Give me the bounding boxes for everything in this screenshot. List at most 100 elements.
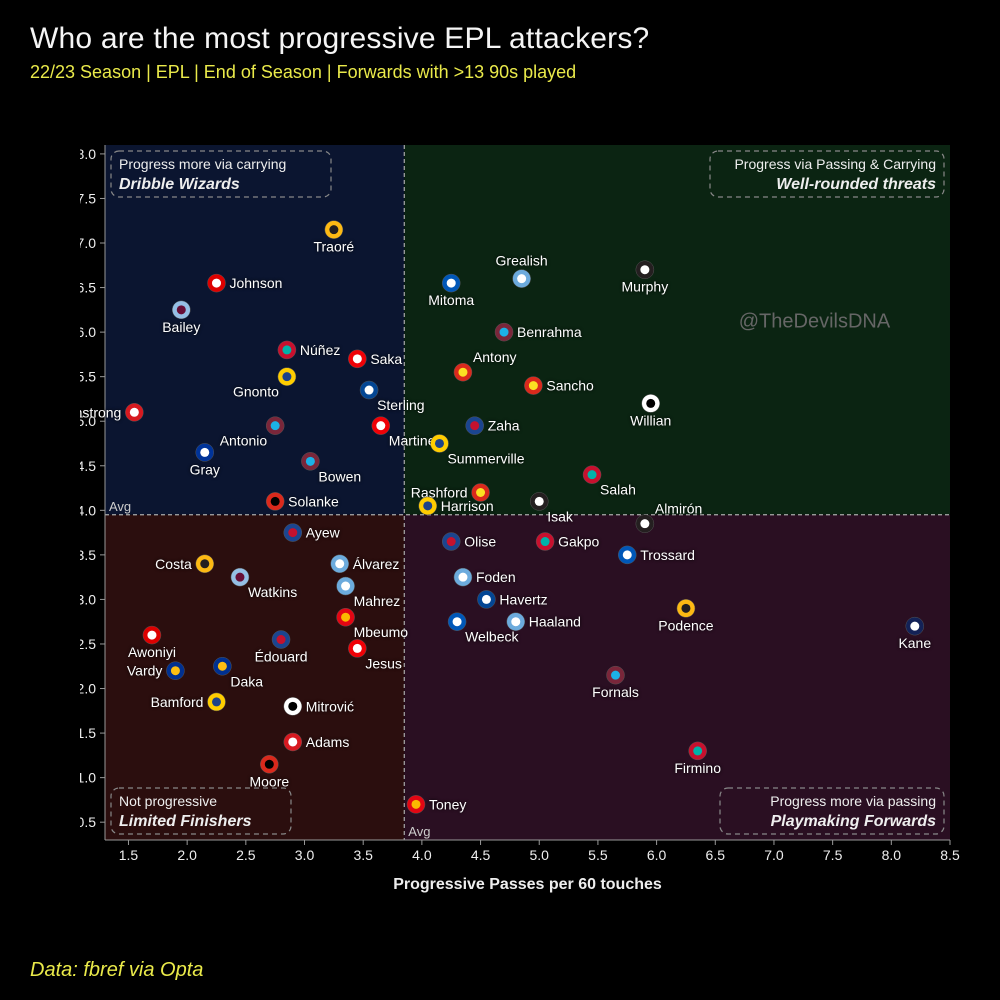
- svg-text:8.0: 8.0: [882, 847, 902, 863]
- svg-text:6.5: 6.5: [80, 280, 96, 296]
- player-point: Gakpo: [536, 533, 599, 551]
- svg-text:5.5: 5.5: [80, 369, 96, 385]
- svg-text:Olise: Olise: [464, 534, 496, 550]
- svg-text:Solanke: Solanke: [288, 493, 339, 509]
- svg-text:6.0: 6.0: [80, 324, 96, 340]
- svg-text:2.0: 2.0: [80, 681, 96, 697]
- svg-text:Dribble Wizards: Dribble Wizards: [119, 176, 240, 193]
- svg-text:8.5: 8.5: [940, 847, 960, 863]
- svg-text:Watkins: Watkins: [248, 584, 297, 600]
- svg-text:Isak: Isak: [547, 508, 574, 524]
- player-point: Olise: [442, 533, 496, 551]
- svg-text:Gakpo: Gakpo: [558, 534, 599, 550]
- player-point: Ayew: [284, 524, 341, 542]
- svg-text:Murphy: Murphy: [622, 279, 669, 295]
- player-point: Vardy: [127, 662, 185, 680]
- svg-text:Vardy: Vardy: [127, 663, 163, 679]
- svg-text:Daka: Daka: [230, 673, 263, 689]
- svg-text:Harrison: Harrison: [441, 498, 494, 514]
- svg-text:Antonio: Antonio: [220, 433, 268, 449]
- svg-text:8.0: 8.0: [80, 146, 96, 162]
- svg-text:Núñez: Núñez: [300, 342, 340, 358]
- player-point: Harrison: [419, 497, 494, 515]
- svg-text:5.5: 5.5: [588, 847, 608, 863]
- svg-text:Benrahma: Benrahma: [517, 324, 582, 340]
- svg-text:Bowen: Bowen: [318, 468, 361, 484]
- data-credit: Data: fbref via Opta: [30, 959, 203, 982]
- svg-text:7.5: 7.5: [823, 847, 843, 863]
- svg-text:Toney: Toney: [429, 796, 466, 812]
- player-point: Bamford: [151, 693, 226, 711]
- svg-text:Progressive Passes per 60 touc: Progressive Passes per 60 touches: [393, 876, 662, 893]
- scatter-plot: Avg Avg 1.5 2.0 2.5 3.0 3.5 4.0 4.5 5.0 5.5 6.0 6.5…: [80, 135, 960, 895]
- svg-text:Trossard: Trossard: [640, 547, 695, 563]
- player-point: Costa: [155, 555, 214, 573]
- svg-text:Avg: Avg: [109, 499, 131, 514]
- watermark: @TheDevilsDNA: [739, 311, 891, 333]
- svg-text:Mitoma: Mitoma: [428, 292, 474, 308]
- svg-text:Armstrong: Armstrong: [80, 404, 121, 420]
- player-point: Adams: [284, 733, 350, 751]
- svg-text:4.5: 4.5: [471, 847, 491, 863]
- svg-text:7.5: 7.5: [80, 190, 96, 206]
- svg-text:Not progressive: Not progressive: [119, 793, 217, 809]
- svg-text:Adams: Adams: [306, 734, 350, 750]
- svg-text:4.0: 4.0: [80, 502, 96, 518]
- svg-text:Well-rounded threats: Well-rounded threats: [776, 176, 936, 193]
- player-point: Toney: [407, 795, 466, 813]
- svg-text:Zaha: Zaha: [488, 418, 520, 434]
- svg-text:Salah: Salah: [600, 482, 636, 498]
- svg-text:Bamford: Bamford: [151, 694, 204, 710]
- svg-text:6.0: 6.0: [647, 847, 667, 863]
- svg-text:Ayew: Ayew: [306, 525, 341, 541]
- svg-text:Firmino: Firmino: [674, 760, 721, 776]
- svg-text:Mitrović: Mitrović: [306, 698, 354, 714]
- svg-text:Moore: Moore: [249, 773, 289, 789]
- svg-text:1.5: 1.5: [80, 725, 96, 741]
- player-point: Foden: [454, 568, 516, 586]
- svg-text:Antony: Antony: [473, 349, 517, 365]
- svg-text:6.5: 6.5: [706, 847, 726, 863]
- svg-text:Avg: Avg: [408, 824, 430, 839]
- svg-text:Havertz: Havertz: [499, 591, 547, 607]
- svg-text:Awoniyi: Awoniyi: [128, 644, 176, 660]
- svg-text:Podence: Podence: [658, 617, 713, 633]
- player-point: Solanke: [266, 492, 339, 510]
- svg-text:Kane: Kane: [898, 635, 931, 651]
- svg-text:Foden: Foden: [476, 569, 516, 585]
- svg-text:Limited Finishers: Limited Finishers: [119, 813, 252, 830]
- svg-text:Mbeumo: Mbeumo: [354, 624, 409, 640]
- player-point: Álvarez: [331, 555, 400, 573]
- svg-text:Édouard: Édouard: [255, 649, 308, 665]
- svg-text:7.0: 7.0: [764, 847, 784, 863]
- svg-text:2.5: 2.5: [236, 847, 256, 863]
- svg-text:Johnson: Johnson: [229, 275, 282, 291]
- svg-text:Summerville: Summerville: [447, 450, 524, 466]
- player-point: Zaha: [466, 417, 520, 435]
- player-point: Benrahma: [495, 323, 582, 341]
- player-point: Armstrong: [80, 403, 143, 421]
- svg-text:1.5: 1.5: [119, 847, 139, 863]
- svg-text:4.5: 4.5: [80, 458, 96, 474]
- svg-text:Sancho: Sancho: [546, 378, 594, 394]
- svg-text:5.0: 5.0: [530, 847, 550, 863]
- svg-text:Willian: Willian: [630, 412, 671, 428]
- svg-text:Bailey: Bailey: [162, 319, 200, 335]
- svg-text:Sterling: Sterling: [377, 397, 424, 413]
- player-point: Núñez: [278, 341, 340, 359]
- svg-text:Progress more via passing: Progress more via passing: [770, 793, 936, 809]
- svg-text:Mahrez: Mahrez: [354, 593, 401, 609]
- svg-text:Almirón: Almirón: [655, 501, 702, 517]
- svg-text:3.5: 3.5: [80, 547, 96, 563]
- svg-text:Haaland: Haaland: [529, 614, 581, 630]
- svg-text:Gray: Gray: [190, 461, 220, 477]
- chart-subtitle: 22/23 Season | EPL | End of Season | For…: [30, 62, 970, 83]
- svg-text:Welbeck: Welbeck: [465, 629, 519, 645]
- svg-text:3.0: 3.0: [80, 591, 96, 607]
- svg-text:Progress more via carrying: Progress more via carrying: [119, 156, 286, 172]
- svg-text:Saka: Saka: [370, 351, 402, 367]
- svg-text:Traoré: Traoré: [313, 239, 354, 255]
- chart-title: Who are the most progressive EPL attacke…: [30, 22, 970, 56]
- svg-text:Gnonto: Gnonto: [233, 384, 279, 400]
- svg-text:7.0: 7.0: [80, 235, 96, 251]
